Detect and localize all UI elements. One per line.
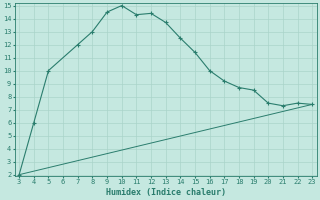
X-axis label: Humidex (Indice chaleur): Humidex (Indice chaleur): [106, 188, 226, 197]
